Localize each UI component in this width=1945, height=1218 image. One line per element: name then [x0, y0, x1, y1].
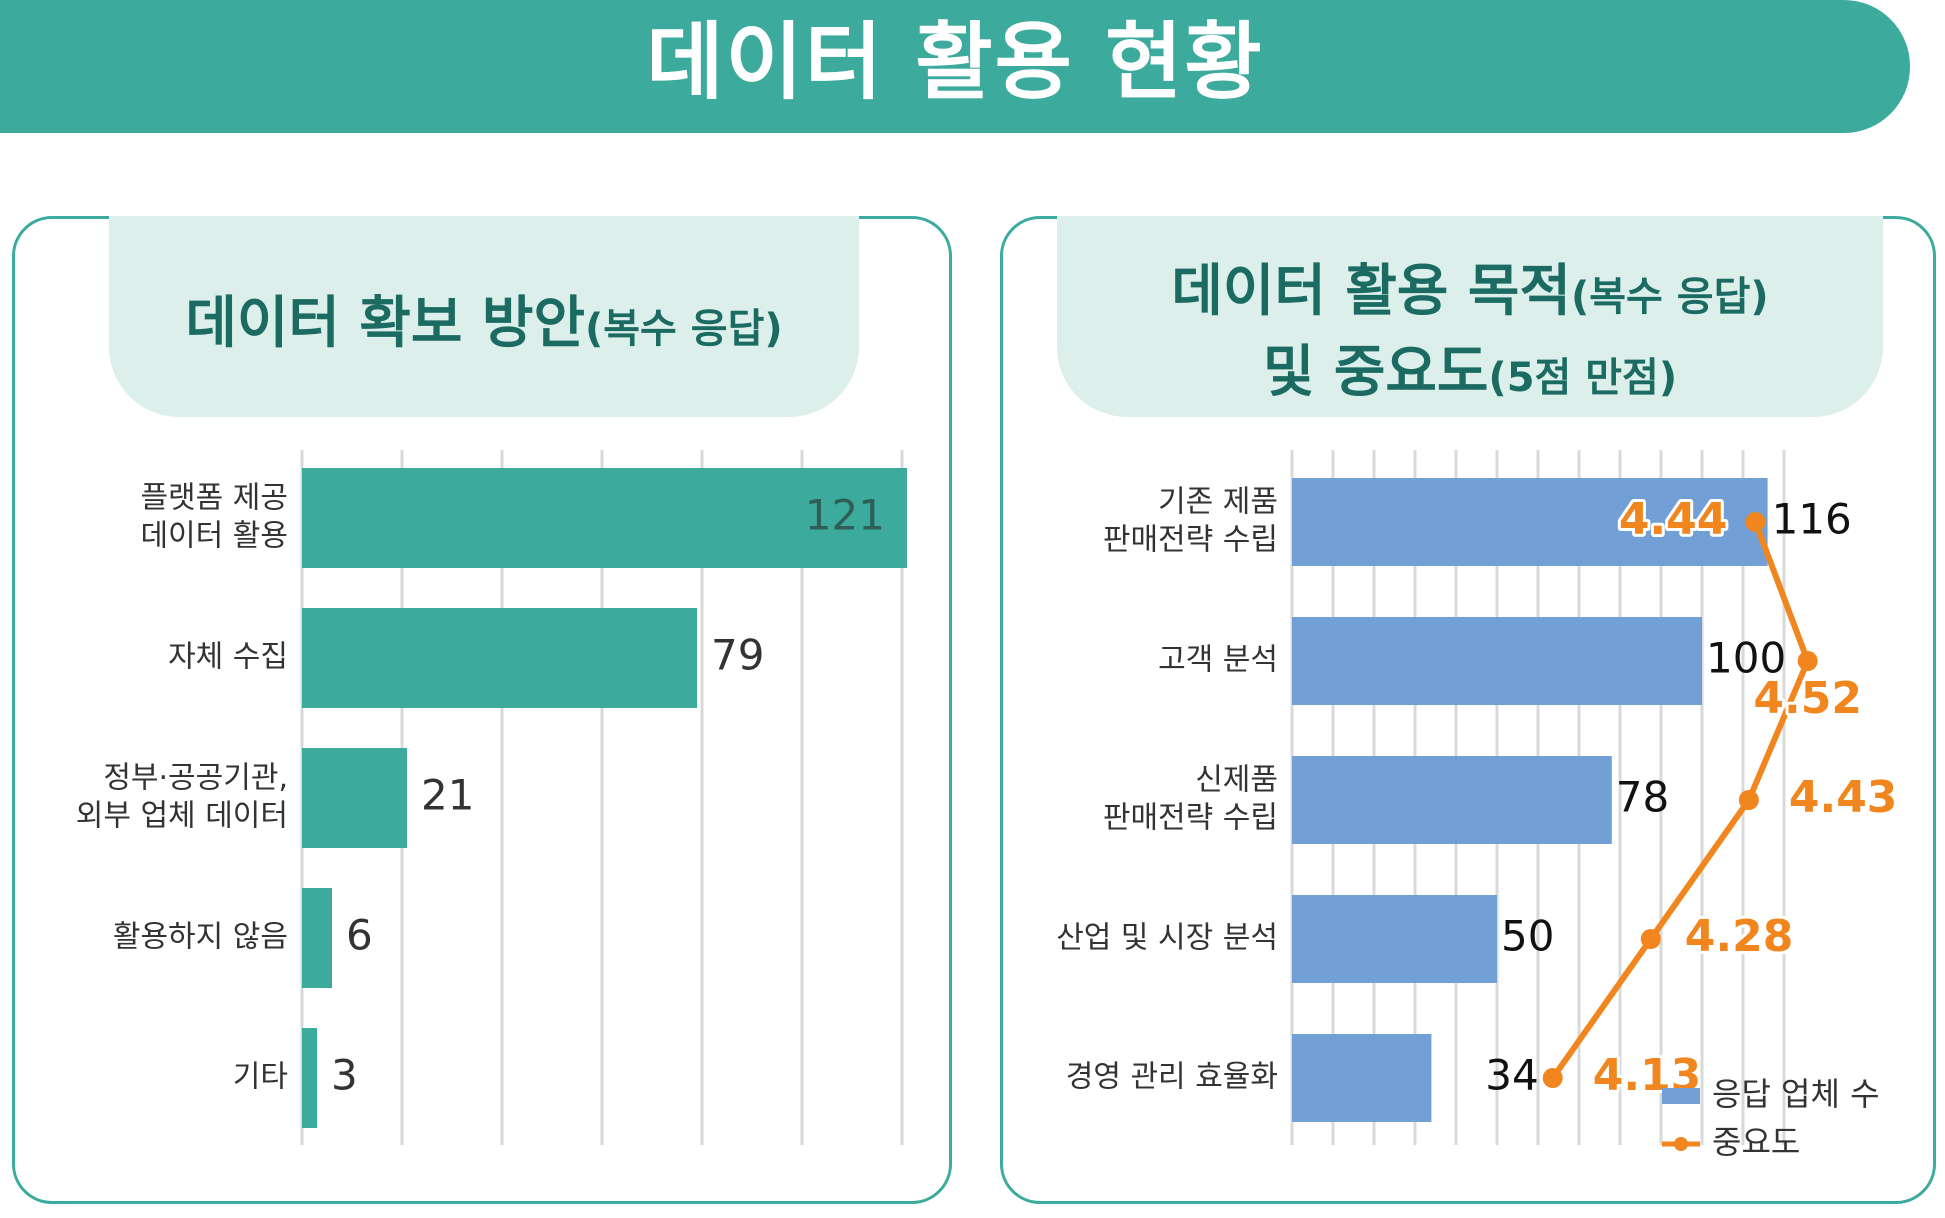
left-panel-title: 데이터 확보 방안 — [185, 291, 585, 356]
right-chart-panel: 데이터 활용 목적(복수 응답) 및 중요도(5점 만점) — [1000, 216, 1936, 1204]
right-panel-title-line1: 데이터 활용 목적 — [1171, 259, 1571, 324]
right-panel-subtitle-line2: (5점 만점) — [1488, 355, 1678, 401]
right-panel-title-line2: 및 중요도 — [1262, 340, 1489, 405]
left-panel-header: 데이터 확보 방안(복수 응답) — [109, 216, 859, 417]
left-panel-subtitle: (복수 응답) — [584, 306, 783, 352]
left-chart-panel: 데이터 확보 방안(복수 응답) — [12, 216, 952, 1204]
page-title: 데이터 활용 현황 — [646, 13, 1264, 111]
right-panel-header: 데이터 활용 목적(복수 응답) 및 중요도(5점 만점) — [1057, 216, 1883, 417]
right-panel-subtitle-line1: (복수 응답) — [1570, 274, 1769, 320]
title-banner: 데이터 활용 현황 — [0, 0, 1910, 133]
